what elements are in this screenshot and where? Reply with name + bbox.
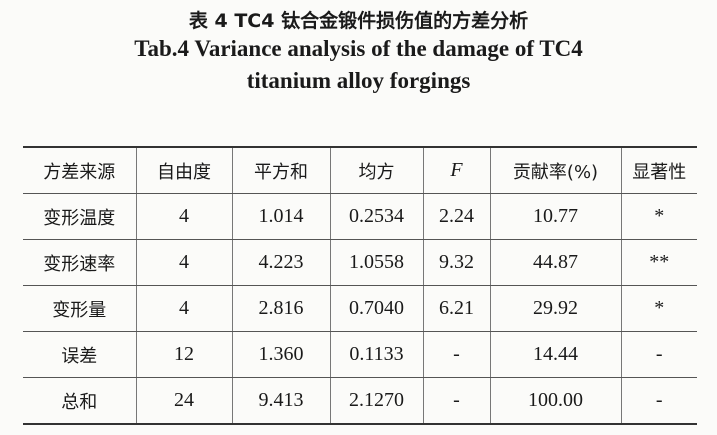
table-caption-chinese: 表 4 TC4 钛合金锻件损伤值的方差分析 [188, 10, 529, 32]
cell-contribution: 100.00 [489, 377, 621, 425]
cell-dof: 4 [135, 239, 232, 286]
cell-mean-square: 1.0558 [329, 239, 423, 286]
table-row: 变形量 4 2.816 0.7040 6.21 29.92 * [23, 285, 697, 332]
header-dof: 自由度 [135, 146, 232, 194]
cell-dof: 12 [135, 331, 232, 378]
cell-dof: 4 [135, 193, 232, 240]
cell-f-value: - [422, 377, 490, 425]
cell-significance: * [620, 193, 697, 240]
cell-source: 变形速率 [23, 239, 136, 286]
cell-dof: 4 [135, 285, 232, 332]
variance-analysis-table: 方差来源 自由度 平方和 均方 F 贡献率(%) 显著性 变形温度 4 1.014 0.2534 2.… [23, 146, 697, 425]
cell-f-value: 2.24 [422, 193, 490, 240]
table-row: 总和 24 9.413 2.1270-100.00- [23, 377, 697, 425]
cell-f-value: - [422, 331, 490, 378]
header-source: 方差来源 [23, 146, 136, 194]
cell-mean-square: 0.1133 [329, 331, 423, 378]
cell-contribution: 10.77 [489, 193, 621, 240]
cell-dof: 24 [135, 377, 232, 425]
cell-contribution: 44.87 [489, 239, 621, 286]
header-mean-square: 均方 [329, 146, 423, 194]
cell-f-value: 6.21 [422, 285, 490, 332]
cell-significance: ** [620, 239, 697, 286]
cell-mean-square: 0.2534 [329, 193, 423, 240]
table-header-row: 方差来源 自由度 平方和 均方 F 贡献率(%) 显著性 [23, 146, 697, 194]
cell-source: 变形量 [23, 285, 136, 332]
header-sum-of-squares: 平方和 [231, 146, 330, 194]
table-caption-english-line2: titanium alloy forgings [246, 68, 471, 93]
table-caption-english-line1: Tab.4 Variance analysis of the damage of… [134, 36, 583, 61]
cell-mean-square: 0.7040 [329, 285, 423, 332]
cell-sum-of-squares: 2.816 [231, 285, 330, 332]
cell-mean-square: 2.1270 [329, 377, 423, 425]
cell-sum-of-squares: 1.014 [231, 193, 330, 240]
header-f-value: F [422, 146, 490, 194]
cell-contribution: 14.44 [489, 331, 621, 378]
cell-sum-of-squares: 9.413 [231, 377, 330, 425]
table-row: 变形温度 4 1.014 0.2534 2.24 10.77 * [23, 193, 697, 240]
header-significance: 显著性 [620, 146, 697, 194]
cell-source: 变形温度 [23, 193, 136, 240]
table-row: 误差 12 1.360 0.1133-14.44- [23, 331, 697, 378]
cell-significance: * [620, 285, 697, 332]
header-contribution: 贡献率(%) [489, 146, 621, 194]
cell-sum-of-squares: 1.360 [231, 331, 330, 378]
cell-significance: - [620, 331, 697, 378]
table-row: 变形速率 4 4.223 1.0558 9.32 44.87 ** [23, 239, 697, 286]
cell-sum-of-squares: 4.223 [231, 239, 330, 286]
cell-source: 误差 [23, 331, 136, 378]
cell-source: 总和 [23, 377, 136, 425]
cell-f-value: 9.32 [422, 239, 490, 286]
cell-contribution: 29.92 [489, 285, 621, 332]
cell-significance: - [620, 377, 697, 425]
